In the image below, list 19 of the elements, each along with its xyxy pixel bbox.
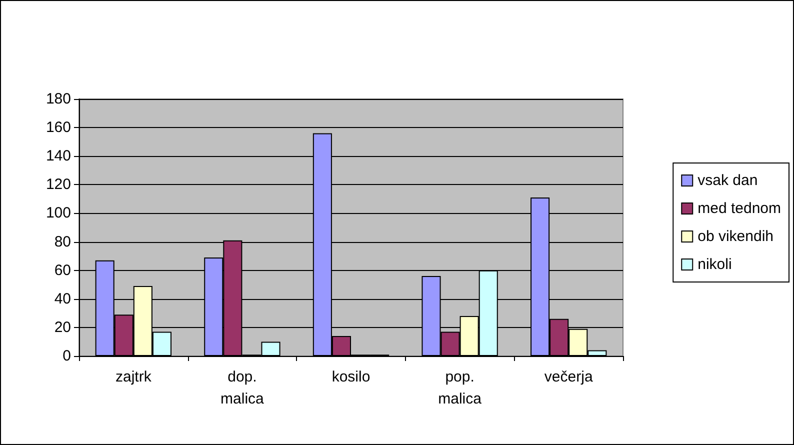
- y-tick-label: 40: [54, 290, 71, 308]
- y-tick-label: 100: [46, 204, 71, 222]
- y-tick-label: 140: [46, 148, 71, 165]
- legend-label: nikoli: [698, 256, 732, 273]
- y-tick-label: 0: [62, 348, 71, 364]
- y-tick-label: 180: [46, 90, 71, 108]
- x-tick-label: dop. malica: [220, 368, 265, 408]
- x-tick-label: kosilo: [332, 368, 370, 386]
- y-tick-label: 80: [54, 233, 71, 250]
- x-tick-label: pop. malica: [438, 368, 482, 408]
- x-tick-label: zajtrk: [115, 368, 152, 386]
- x-tick-label: večerja: [544, 368, 594, 386]
- legend-label: med tednom: [698, 200, 782, 217]
- legend-label: vsak dan: [698, 172, 758, 189]
- y-tick-label: 160: [46, 119, 71, 136]
- legend-label: ob vikendih: [698, 228, 774, 245]
- y-tick-label: 120: [46, 176, 71, 194]
- y-tick-label: 20: [54, 318, 71, 336]
- y-tick-label: 60: [54, 262, 71, 279]
